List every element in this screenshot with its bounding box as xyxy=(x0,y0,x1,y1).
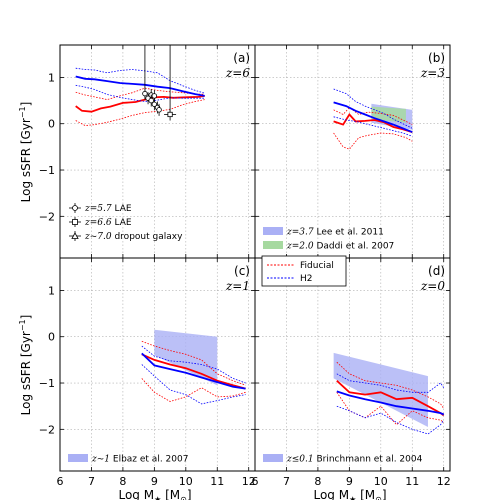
y-tick-label: −2 xyxy=(39,210,55,223)
tick-layer: −2 −1 0 1 6 7 8 9 10 11 12 −2 −1 0 1 6 7 8 9 10 11 12 xyxy=(39,45,451,488)
y-tick-label: −2 xyxy=(39,423,55,436)
redshift-label: z=0 xyxy=(420,279,445,293)
legend-swatch xyxy=(263,227,283,235)
legend-entry-text: z=5.7 LAE xyxy=(84,204,132,214)
legend-swatch xyxy=(263,241,283,249)
legend-marker-square xyxy=(72,219,78,225)
legend-layer: z=5.7 LAE z=6.6 LAE z~7.0 dropout galaxy z=… xyxy=(68,203,423,465)
obs-point xyxy=(148,97,154,104)
x-axis-label-left: Log M★ [M⊙] xyxy=(118,488,191,500)
panel-letter: (d) xyxy=(428,264,445,278)
observation-layer xyxy=(142,45,177,121)
x-tick-label: 10 xyxy=(374,475,388,488)
series-fiducial-dotted xyxy=(75,99,205,127)
series-fiducial-dotted xyxy=(141,378,246,402)
legend-entry-text: z=6.6 LAE xyxy=(84,218,132,228)
series-h2-dotted xyxy=(333,88,413,129)
series-h2-dotted xyxy=(75,84,205,102)
series-fiducial-solid xyxy=(333,113,413,133)
x-tick-label: 6 xyxy=(252,475,259,488)
series-fiducial-dotted xyxy=(336,361,445,409)
x-tick-label: 7 xyxy=(283,475,290,488)
x-tick-label: 12 xyxy=(242,475,256,488)
band-layer xyxy=(154,103,428,428)
panel-letter: (c) xyxy=(234,264,250,278)
band-daddi xyxy=(371,106,406,123)
x-tick-label: 11 xyxy=(405,475,419,488)
legend-entry-text: z~1 Elbaz et al. 2007 xyxy=(91,455,188,465)
series-fiducial-dotted xyxy=(75,87,205,101)
x-tick-label: 9 xyxy=(346,475,353,488)
series-fiducial-dotted xyxy=(333,106,413,125)
model-legend-box xyxy=(261,255,347,287)
y-tick-label: 1 xyxy=(48,284,55,297)
legend-entry-text: z=3.7 Lee et al. 2011 xyxy=(286,228,384,238)
y-tick-label: −1 xyxy=(39,377,55,390)
redshift-label: z=1 xyxy=(225,279,250,293)
series-fiducial-dotted xyxy=(333,132,413,150)
x-tick-label: 11 xyxy=(210,475,224,488)
x-tick-label: 10 xyxy=(179,475,193,488)
redshift-label: z=6 xyxy=(225,66,250,80)
legend-swatch xyxy=(68,454,88,462)
series-fiducial-solid xyxy=(336,380,445,417)
series-h2-dotted xyxy=(141,364,246,405)
series-fiducial-solid xyxy=(141,353,246,390)
obs-point xyxy=(156,107,162,113)
series-fiducial-dotted xyxy=(141,340,246,386)
series-h2-dotted xyxy=(75,67,205,94)
panel-label-layer: (a)z=6 (b)z=3 (c)z=1 (d)z=0 xyxy=(225,51,445,293)
series-h2-solid xyxy=(141,352,246,390)
frame-layer xyxy=(59,44,451,472)
redshift-label: z=3 xyxy=(420,66,445,80)
y-tick-label: 1 xyxy=(48,71,55,84)
panel-letter: (a) xyxy=(233,51,250,65)
series-h2-dotted xyxy=(333,116,413,137)
obs-point xyxy=(167,111,173,118)
y-tick-label: 0 xyxy=(48,331,55,344)
legend-marker-triangle xyxy=(71,232,79,239)
panel-letter: (b) xyxy=(428,51,445,65)
x-axis-label-right: Log M★ [M⊙] xyxy=(313,488,386,500)
series-h2-dotted xyxy=(336,405,445,435)
band-brinchmann xyxy=(333,352,428,428)
legend-entry-text: z~7.0 dropout galaxy xyxy=(84,232,183,242)
x-tick-label: 8 xyxy=(314,475,321,488)
obs-point xyxy=(142,90,148,97)
series-h2-solid xyxy=(333,101,413,133)
obs-point xyxy=(151,101,158,107)
y-axis-label-top: Log sSFR [Gyr−1] xyxy=(18,102,33,203)
x-tick-label: 6 xyxy=(57,475,64,488)
series-h2-solid xyxy=(336,390,445,416)
band-elbaz xyxy=(154,329,218,386)
y-axis-label-bottom: Log sSFR [Gyr−1] xyxy=(18,315,33,416)
legend-entry-text: z≤0.1 Brinchmann et al. 2004 xyxy=(286,455,423,465)
model-legend: Fiducial H2 xyxy=(261,255,347,287)
y-tick-label: −1 xyxy=(39,164,55,177)
x-tick-label: 8 xyxy=(119,475,126,488)
series-h2-dotted xyxy=(141,345,246,384)
legend-marker-circle xyxy=(72,205,78,211)
y-tick-label: 0 xyxy=(48,118,55,131)
legend-swatch xyxy=(263,454,283,462)
fiducial-label: Fiducial xyxy=(300,261,334,271)
h2-label: H2 xyxy=(300,274,313,284)
panel-frame xyxy=(254,257,451,472)
legend-entry-text: z=2.0 Daddi et al. 2007 xyxy=(286,242,394,252)
x-tick-label: 7 xyxy=(88,475,95,488)
series-layer xyxy=(75,67,445,435)
x-tick-label: 12 xyxy=(437,475,451,488)
x-tick-label: 9 xyxy=(151,475,158,488)
obs-point xyxy=(151,93,158,99)
series-h2-solid xyxy=(75,75,205,97)
